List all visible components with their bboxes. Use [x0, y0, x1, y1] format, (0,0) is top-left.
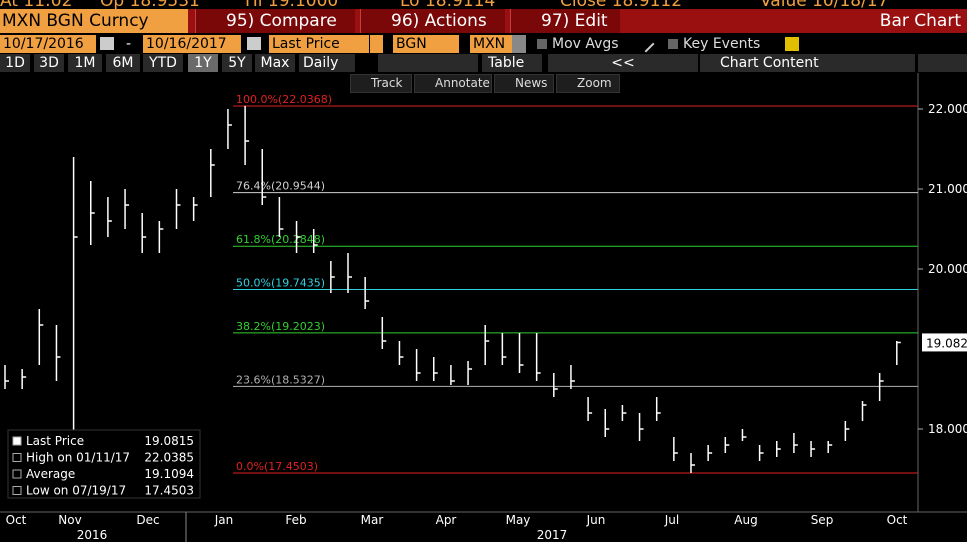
legend-value: 17.4503	[144, 484, 194, 498]
x-tick-label: Feb	[285, 513, 306, 527]
fib-label: 100.0%(22.0368)	[236, 93, 332, 106]
fib-label: 38.2%(19.2023)	[236, 320, 325, 333]
x-tick-label: Dec	[136, 513, 159, 527]
menu-button[interactable]: 96) Actions	[360, 9, 505, 33]
pencil-icon	[637, 35, 655, 53]
end-date[interactable]: 10/16/2017	[143, 35, 241, 53]
legend-box	[7, 429, 201, 499]
toolbar-area: At 11:02 Op 18.9531 Hi 19.1000 Lo 18.9114 Cl…	[0, 0, 967, 93]
checkbox[interactable]	[537, 39, 547, 49]
legend-label: Average	[26, 467, 75, 481]
menu-button[interactable]: 97) Edit	[510, 9, 620, 33]
field[interactable]: Last Price	[269, 35, 369, 53]
x-tick-label: Sep	[811, 513, 834, 527]
currency[interactable]: MXN	[470, 35, 512, 53]
x-tick-label: Nov	[58, 513, 81, 527]
x-tick-label: Apr	[436, 513, 457, 527]
legend-value: 19.0815	[144, 434, 194, 448]
price-tag-label: 19.082	[926, 336, 967, 350]
fib-label: 61.8%(20.2848)	[236, 233, 325, 246]
checkbox[interactable]	[668, 39, 678, 49]
tool-button[interactable]: Zoom	[556, 74, 620, 93]
year-label: 2016	[77, 528, 108, 542]
x-tick-label: Aug	[734, 513, 757, 527]
legend-label: Low on 07/19/17	[26, 484, 126, 498]
table-button[interactable]: Table	[482, 54, 542, 72]
y-tick-label: 20.000	[928, 262, 967, 276]
back-button[interactable]: <<	[548, 54, 698, 72]
legend-label: Last Price	[26, 434, 84, 448]
chart-content[interactable]: Chart Content	[700, 54, 915, 72]
dropdown	[369, 35, 383, 53]
settings-icon[interactable]	[918, 54, 967, 72]
option-label[interactable]: Mov Avgs	[552, 36, 619, 52]
y-tick-label: 22.000	[928, 102, 967, 116]
x-tick-label: Jun	[586, 513, 606, 527]
fib-label: 50.0%(19.7435)	[236, 277, 325, 290]
period-button[interactable]: 6M	[106, 54, 140, 72]
quote-item: At 11:02	[0, 0, 73, 11]
x-tick-label: Mar	[361, 513, 384, 527]
calendar-icon	[247, 37, 261, 50]
quote-item: Lo 18.9114	[400, 0, 496, 11]
fib-label: 23.6%(18.5327)	[236, 373, 325, 386]
legend-value: 19.1094	[144, 467, 194, 481]
date-separator: -	[126, 36, 132, 52]
period-button[interactable]: YTD	[143, 54, 183, 72]
x-tick-label: Oct	[887, 513, 908, 527]
fib-label: 0.0%(17.4503)	[236, 460, 318, 473]
tool-button[interactable]: Annotate	[414, 74, 492, 93]
period-button[interactable]: 5Y	[222, 54, 252, 72]
quote-item: Op 18.9531	[100, 0, 200, 11]
chart: 18.000 20.000 21.000 22.000 100.0%(22.0368) 7…	[0, 73, 967, 542]
source[interactable]: BGN	[393, 35, 459, 53]
period-button[interactable]: Max	[255, 54, 295, 72]
quote-item: Hi 19.1000	[245, 0, 339, 11]
y-tick-label: 21.000	[928, 182, 967, 196]
year-label: 2017	[537, 528, 568, 542]
legend-label: High on 01/11/17	[26, 451, 130, 465]
calendar-icon	[100, 37, 114, 50]
legend-value: 22.0385	[144, 451, 194, 465]
start-date[interactable]: 10/17/2016	[0, 35, 96, 53]
view-name: Bar Chart	[879, 11, 961, 31]
tool-button[interactable]: Track	[350, 74, 412, 93]
info-icon	[785, 37, 799, 51]
menu-button[interactable]: 95) Compare	[195, 9, 355, 33]
frequency[interactable]: Daily	[299, 54, 355, 72]
period-button[interactable]: 1Y	[188, 54, 218, 72]
x-tick-label: May	[506, 513, 531, 527]
period-button[interactable]: 3D	[34, 54, 64, 72]
period-button[interactable]: 1M	[68, 54, 102, 72]
price-tag	[922, 333, 967, 352]
option-label[interactable]: Key Events	[683, 36, 761, 52]
quote-item: Close 18.9112	[560, 0, 683, 11]
dropdown	[512, 35, 526, 53]
tool-button[interactable]: News	[494, 74, 554, 93]
fib-label: 76.4%(20.9544)	[236, 180, 325, 193]
period-button[interactable]: 1D	[0, 54, 30, 72]
x-tick-label: Jul	[664, 513, 679, 527]
legend-swatch	[12, 486, 22, 495]
security[interactable]: MXN BGN Curncy	[0, 9, 188, 33]
legend-swatch	[12, 436, 22, 446]
x-tick-label: Oct	[6, 513, 27, 527]
legend-swatch	[12, 469, 22, 479]
legend-swatch	[12, 453, 22, 462]
chart-type-buttons[interactable]	[378, 54, 478, 72]
quote-item: Value 10/18/17	[760, 0, 889, 11]
x-tick-label: Jan	[214, 513, 234, 527]
y-tick-label: 18.000	[928, 422, 967, 436]
